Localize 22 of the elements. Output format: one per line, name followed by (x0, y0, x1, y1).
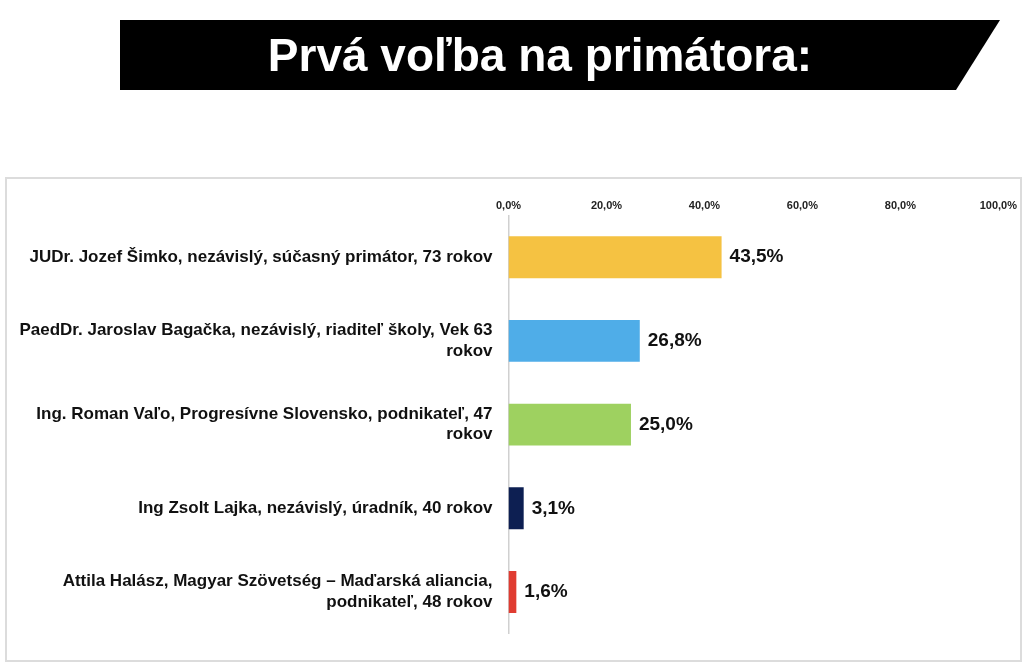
y-tick-label: PaedDr. Jaroslav Bagačka, nezávislý, riaditeľ školy, Vek 63 rokov (19, 320, 494, 360)
bar (508, 320, 640, 362)
bar (508, 571, 517, 613)
x-tick-label: 0,0% (495, 198, 522, 211)
data-label: 26,8% (647, 329, 702, 351)
chart-title: Prvá voľba na primátora: (120, 20, 1000, 90)
y-tick-label: Ing. Roman Vaľo, Progresívne Slovensko, podnikateľ, 47 rokov (36, 404, 494, 444)
data-label: 43,5% (729, 245, 784, 267)
y-tick-label: JUDr. Jozef Šimko, nezávislý, súčasný primátor, 73 rokov (29, 246, 494, 266)
y-tick-label: Ing Zsolt Lajka, nezávislý, úradník, 40 rokov (138, 497, 494, 517)
data-label: 25,0% (638, 412, 693, 434)
bar (508, 403, 631, 446)
bar (508, 487, 524, 530)
x-tick-label: 40,0% (688, 198, 721, 211)
x-tick-label: 20,0% (590, 198, 623, 211)
y-tick-label: Attila Halász, Magyar Szövetség – Maďarská aliancia, podnikateľ, 48 rokov (62, 571, 494, 611)
x-tick-label: 100,0% (979, 198, 1018, 211)
data-label: 3,1% (531, 496, 576, 518)
bar (508, 236, 722, 279)
data-label: 1,6% (524, 580, 568, 602)
x-tick-label: 60,0% (786, 198, 819, 211)
x-tick-label: 80,0% (884, 198, 917, 211)
